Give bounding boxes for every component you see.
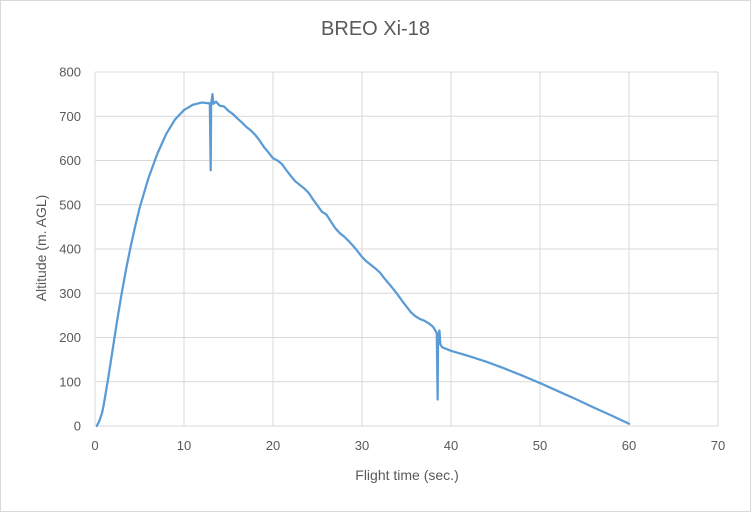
x-tick-label: 10 bbox=[177, 438, 191, 453]
x-tick-label: 20 bbox=[266, 438, 280, 453]
y-tick-label: 500 bbox=[59, 197, 81, 212]
series-layer bbox=[95, 93, 631, 428]
chart-title: BREO Xi-18 bbox=[321, 18, 430, 40]
y-tick-label: 400 bbox=[59, 242, 81, 257]
x-axis-title: Flight time (sec.) bbox=[355, 467, 458, 483]
x-tick-label: 0 bbox=[91, 438, 98, 453]
tick-labels: 0 100 200 300 400 500 600 700 800 0 10 20 30 40 50 60 70 bbox=[59, 65, 725, 454]
gridlines bbox=[95, 71, 719, 426]
x-tick-label: 60 bbox=[622, 438, 636, 453]
x-tick-label: 70 bbox=[711, 438, 725, 453]
x-tick-label: 40 bbox=[444, 438, 458, 453]
y-tick-label: 0 bbox=[74, 419, 81, 434]
y-tick-label: 700 bbox=[59, 109, 81, 124]
altitude-series-line bbox=[95, 93, 631, 428]
axes bbox=[94, 72, 718, 427]
y-tick-label: 600 bbox=[59, 153, 81, 168]
x-tick-label: 50 bbox=[533, 438, 547, 453]
y-tick-label: 300 bbox=[59, 286, 81, 301]
x-tick-label: 30 bbox=[355, 438, 369, 453]
y-tick-label: 100 bbox=[59, 374, 81, 389]
y-tick-label: 200 bbox=[59, 330, 81, 345]
y-axis-title: Altitude (m. AGL) bbox=[33, 195, 49, 302]
y-tick-label: 800 bbox=[59, 65, 81, 80]
